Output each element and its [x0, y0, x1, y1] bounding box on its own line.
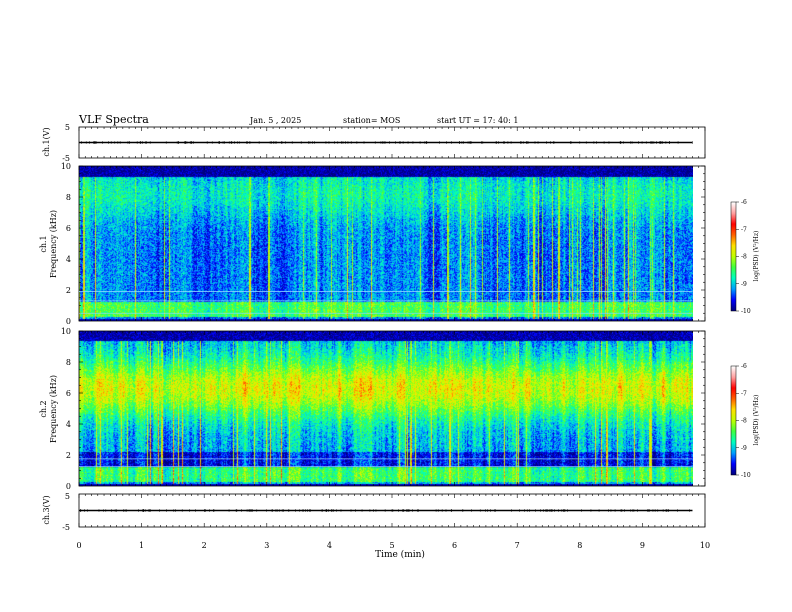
figure-title: VLF Spectra: [78, 113, 149, 126]
y-tick-label: 8: [66, 358, 71, 367]
ch2-colorbar-label: log(PSD) (V²/Hz): [753, 395, 760, 446]
colorbar-tick-label: -8: [741, 418, 747, 425]
x-tick-label: 6: [452, 541, 457, 550]
colorbar-tick-label: -10: [741, 308, 751, 315]
colorbar-tick-label: -9: [741, 445, 747, 452]
ch1-colorbar-image: [731, 202, 736, 311]
x-tick-label: 7: [515, 541, 520, 550]
y-tick-label: 8: [66, 193, 71, 202]
y-tick-label: 2: [66, 451, 71, 460]
y-tick-label: 6: [66, 389, 71, 398]
date-label: Jan. 5 , 2025: [249, 116, 301, 125]
colorbar-tick-label: -7: [741, 390, 747, 397]
x-axis-label: Time (min): [375, 549, 425, 560]
y-tick-label: 0: [66, 317, 71, 326]
colorbar-tick-label: -7: [741, 226, 747, 233]
dynamic-axis-layer: 0 1 2 3 4 5 6 7 8 9 1002468100246810-6-7-8-9-10-6-…: [61, 127, 751, 550]
y-tick-label: 10: [61, 162, 71, 171]
ch3-ytick-bottom: -5: [62, 523, 70, 532]
x-tick-label: 9: [640, 541, 645, 550]
ch2-frequency-label: Frequency (kHz): [49, 375, 58, 443]
colorbar-tick-label: -9: [741, 281, 747, 288]
ch1-waveform-ylabel: ch.1(V): [42, 127, 51, 156]
x-tick-label: 0: [76, 541, 81, 550]
x-tick-label: 2: [202, 541, 207, 550]
y-tick-label: 0: [66, 482, 71, 491]
y-tick-label: 4: [66, 255, 71, 264]
ch1-colorbar-label: log(PSD) (V²/Hz): [753, 231, 760, 282]
colorbar-tick-label: -6: [741, 199, 747, 206]
ch2-spectrogram-image: [79, 331, 693, 486]
ch1-spectrogram-panel: ch.1 Frequency (kHz): [39, 165, 706, 322]
colorbar-tick-label: -6: [741, 363, 747, 370]
station-label: station= MOS: [343, 116, 400, 125]
ch2-colorbar-image: [731, 366, 736, 475]
x-tick-label: 5: [389, 541, 394, 550]
ch1-channel-label: ch.1: [39, 235, 48, 252]
ch2-channel-label: ch.2: [39, 400, 48, 417]
ch3-ytick-top: 5: [65, 492, 70, 501]
x-tick-label: 3: [264, 541, 269, 550]
x-tick-label: 4: [327, 541, 332, 550]
x-tick-label: 10: [700, 541, 710, 550]
start-time-label: start UT = 17: 40: 1: [437, 116, 518, 125]
x-tick-label: 1: [139, 541, 144, 550]
y-tick-label: 10: [61, 327, 71, 336]
y-tick-label: 2: [66, 286, 71, 295]
y-tick-label: 6: [66, 224, 71, 233]
ch1-spectrogram-image: [79, 166, 693, 321]
ch3-waveform-ylabel: ch.3(V): [42, 495, 51, 524]
x-tick-label: 8: [577, 541, 582, 550]
ch1-frequency-label: Frequency (kHz): [49, 210, 58, 278]
ch1-ytick-top: 5: [65, 123, 70, 132]
y-tick-label: 4: [66, 420, 71, 429]
ch2-spectrogram-panel: ch.2 Frequency (kHz): [39, 330, 706, 487]
colorbar-tick-label: -10: [741, 472, 751, 479]
ch1-ytick-bottom: -5: [62, 154, 70, 163]
colorbar-tick-label: -8: [741, 254, 747, 261]
